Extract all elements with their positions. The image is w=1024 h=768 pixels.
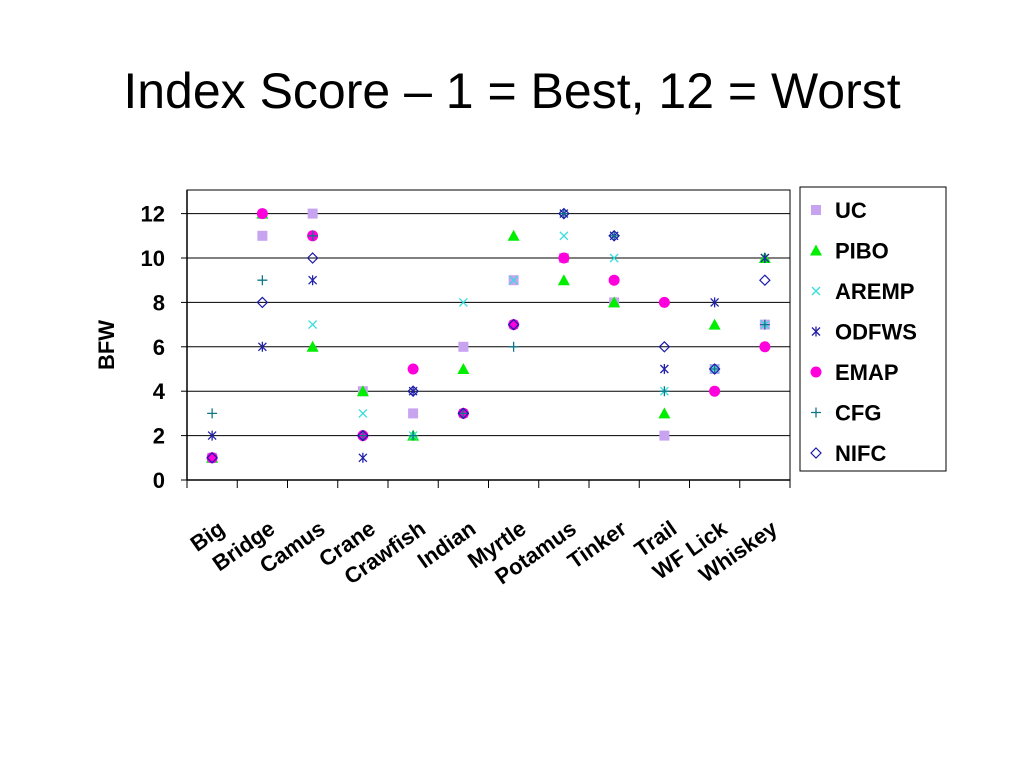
data-point-emap — [709, 385, 721, 397]
legend-label-nifc: NIFC — [835, 441, 886, 466]
data-point-pibo — [658, 407, 671, 419]
legend-box — [799, 186, 947, 472]
data-point-cfg — [408, 430, 419, 441]
data-point-aremp — [609, 253, 619, 263]
data-point-emap — [206, 452, 218, 464]
data-point-pibo — [457, 363, 470, 374]
data-point-pibo — [557, 274, 570, 286]
data-point-nifc — [558, 207, 570, 220]
data-point-cfg — [307, 230, 318, 241]
data-point-odfws — [257, 341, 267, 352]
legend: UC PIBO AREMP ODFWS EMAP CFG NIFC — [799, 186, 947, 472]
data-point-aremp — [509, 275, 519, 285]
legend-label-odfws: ODFWS — [835, 320, 917, 345]
data-point-nifc — [457, 407, 470, 420]
y-axis-title: BFW — [94, 320, 119, 370]
y-tick-label: 6 — [153, 335, 165, 360]
plot-frame — [186, 189, 791, 481]
legend-label-pibo: PIBO — [835, 239, 889, 264]
legend-marker-cfg — [811, 407, 821, 418]
data-point-emap — [558, 252, 570, 264]
data-point-odfws — [710, 297, 720, 308]
data-point-nifc — [759, 274, 771, 287]
data-point-nifc — [658, 340, 671, 353]
plot-area — [186, 189, 791, 481]
data-point-cfg — [508, 341, 519, 352]
legend-label-emap: EMAP — [835, 360, 899, 385]
y-tick-label: 2 — [153, 424, 165, 449]
data-point-nifc — [407, 385, 419, 398]
data-point-nifc — [708, 363, 721, 375]
legend-label-uc: UC — [835, 198, 867, 223]
data-point-nifc — [256, 296, 269, 309]
slide-title: Index Score – 1 = Best, 12 = Worst — [123, 63, 901, 119]
data-point-cfg — [558, 208, 569, 219]
data-point-odfws — [207, 430, 217, 441]
legend-marker-pibo — [810, 244, 822, 256]
x-tick-label: Indian — [413, 516, 480, 574]
data-point-emap — [658, 296, 670, 308]
legend-marker-odfws — [811, 326, 821, 337]
x-axis-ticks: BigBridgeCamusCraneCrawfishIndianMyrtleP… — [186, 480, 791, 589]
data-point-nifc — [206, 451, 218, 464]
data-point-uc — [307, 208, 318, 219]
data-point-cfg — [709, 364, 720, 374]
data-points — [206, 207, 771, 464]
data-point-pibo — [708, 318, 721, 330]
data-point-cfg — [609, 230, 620, 241]
legend-label-cfg: CFG — [835, 401, 881, 426]
data-point-uc — [257, 230, 268, 241]
data-point-uc — [659, 430, 670, 441]
data-point-odfws — [308, 275, 318, 286]
data-point-odfws — [659, 364, 669, 374]
y-tick-label: 4 — [153, 379, 166, 404]
data-point-cfg — [257, 275, 268, 286]
data-point-uc — [408, 408, 419, 419]
series-cfg — [207, 208, 770, 441]
data-point-cfg — [659, 386, 670, 397]
gridlines — [187, 213, 790, 437]
data-point-odfws — [358, 452, 368, 463]
data-point-nifc — [306, 252, 319, 264]
data-point-odfws — [760, 253, 770, 263]
data-point-emap — [407, 363, 419, 375]
data-point-cfg — [357, 430, 368, 441]
data-point-emap — [759, 341, 771, 353]
series-nifc — [206, 207, 771, 464]
data-point-nifc — [357, 429, 369, 442]
data-point-pibo — [608, 296, 621, 308]
y-tick-label: 0 — [153, 468, 165, 493]
y-tick-label: 10 — [141, 246, 165, 271]
data-point-emap — [608, 274, 620, 286]
data-point-pibo — [507, 229, 520, 241]
legend-marker-emap — [810, 366, 822, 378]
legend-label-aremp: AREMP — [835, 279, 914, 304]
data-point-nifc — [608, 229, 620, 242]
data-point-uc — [458, 341, 469, 352]
data-point-aremp — [559, 231, 569, 241]
data-point-cfg — [207, 408, 218, 419]
data-point-nifc — [507, 318, 520, 331]
data-point-pibo — [356, 385, 369, 397]
y-tick-label: 8 — [153, 290, 165, 315]
data-point-emap — [508, 319, 520, 331]
legend-marker-uc — [811, 205, 821, 215]
y-tick-label: 12 — [141, 202, 165, 227]
data-point-cfg — [458, 408, 469, 419]
x-tick-label: Tinker — [563, 515, 631, 573]
data-point-emap — [256, 208, 268, 220]
data-point-pibo — [306, 340, 319, 352]
data-point-aremp — [458, 297, 468, 307]
data-point-cfg — [759, 319, 770, 330]
data-point-aremp — [308, 320, 318, 330]
legend-marker-nifc — [810, 447, 822, 459]
legend-marker-aremp — [811, 286, 821, 296]
y-axis-ticks: 0 2 4 6 8 10 12 — [141, 202, 187, 493]
data-point-aremp — [358, 408, 368, 418]
